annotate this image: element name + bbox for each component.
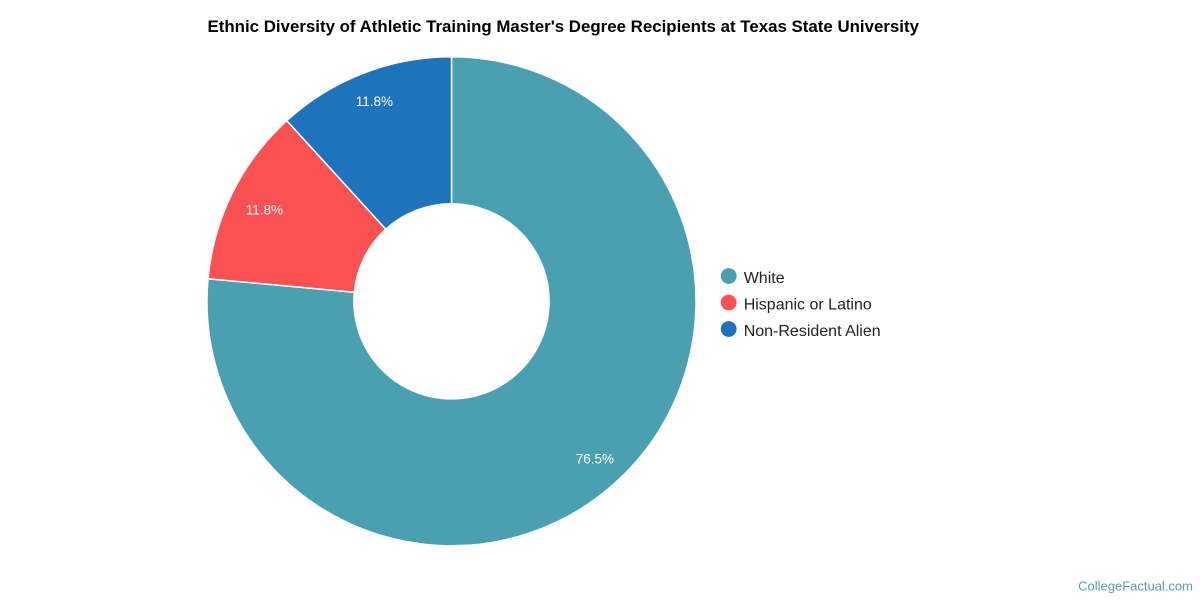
svg-text:Hispanic or Latino: Hispanic or Latino: [744, 297, 872, 314]
svg-text:Ethnic Diversity of Athletic T: Ethnic Diversity of Athletic Training Ma…: [208, 17, 920, 36]
svg-text:Non-Resident Alien: Non-Resident Alien: [744, 323, 881, 340]
svg-text:White: White: [744, 270, 785, 287]
svg-text:76.5%: 76.5%: [576, 452, 614, 467]
svg-text:CollegeFactual.com: CollegeFactual.com: [1078, 579, 1193, 594]
svg-text:11.8%: 11.8%: [246, 202, 283, 217]
svg-text:11.8%: 11.8%: [356, 94, 393, 109]
